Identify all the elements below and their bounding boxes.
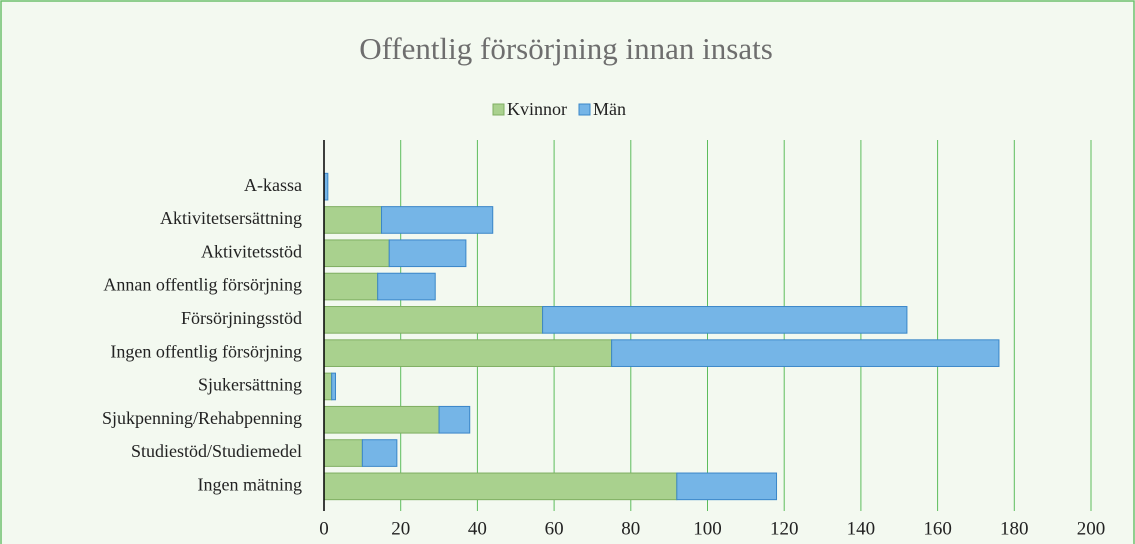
x-tick-label: 60 <box>545 518 564 539</box>
y-tick-label: Aktivitetsstöd <box>201 241 302 261</box>
bar-segment <box>323 239 390 268</box>
legend-swatch <box>492 103 505 116</box>
y-tick-label: Aktivitetsersättning <box>160 208 302 228</box>
x-tick-label: 140 <box>847 518 876 539</box>
y-tick-label: Studiestöd/Studiemedel <box>131 441 302 461</box>
bar-segment <box>323 272 379 301</box>
x-tick-label: 100 <box>693 518 722 539</box>
bar-segment <box>323 339 613 367</box>
bar-segment <box>323 372 333 401</box>
bar-segment <box>323 472 678 501</box>
x-tick-label: 40 <box>468 518 487 539</box>
bar-segment <box>331 372 337 401</box>
x-tick-label: 80 <box>621 518 640 539</box>
y-tick-label: Ingen mätning <box>198 474 302 494</box>
bar-segment <box>323 439 363 467</box>
bar-segment <box>676 472 778 501</box>
bar-segment <box>377 272 436 301</box>
legend-label: Män <box>593 99 626 119</box>
y-tick-label: A-kassa <box>244 175 302 195</box>
y-tick-label: Ingen offentlig försörjning <box>110 341 302 361</box>
bar-segment <box>381 206 494 234</box>
x-tick-label: 160 <box>923 518 952 539</box>
y-tick-label: Sjukpenning/Rehabpenning <box>102 408 302 428</box>
bar-segment <box>388 239 467 268</box>
bar-segment <box>542 306 908 334</box>
x-tick-label: 20 <box>391 518 410 539</box>
x-tick-label: 120 <box>770 518 799 539</box>
y-tick-label: Försörjningsstöd <box>181 308 302 328</box>
bar-segment <box>438 405 471 434</box>
bar-segment <box>323 306 544 334</box>
x-tick-label: 180 <box>1000 518 1029 539</box>
y-tick-label: Annan offentlig försörjning <box>103 275 302 295</box>
x-tick-label: 200 <box>1077 518 1106 539</box>
bar-segment <box>611 339 1000 367</box>
x-tick-label: 0 <box>319 518 329 539</box>
y-tick-label: Sjukersättning <box>198 375 302 395</box>
bar-segment <box>323 206 383 234</box>
legend-label: Kvinnor <box>507 99 567 119</box>
bar-segment <box>361 439 398 467</box>
legend-swatch <box>578 103 591 116</box>
bar-segment <box>323 405 440 434</box>
chart-title: Offentlig försörjning innan insats <box>359 31 773 66</box>
